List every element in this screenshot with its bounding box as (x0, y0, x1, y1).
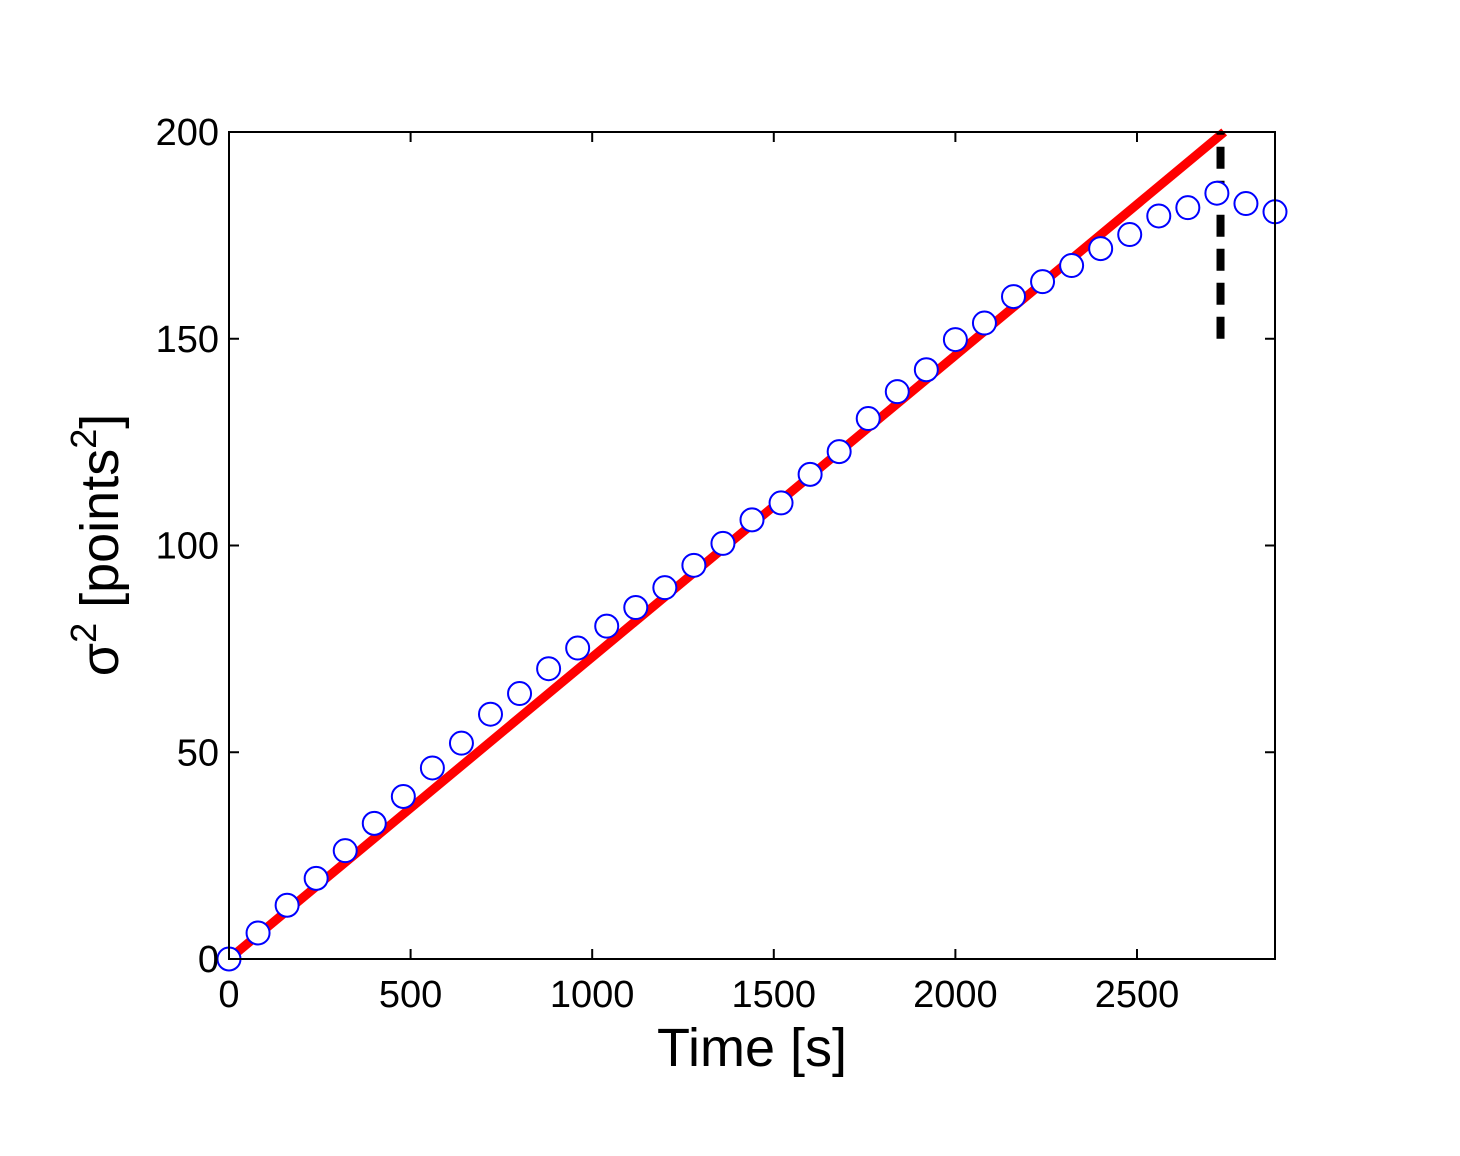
data-point (419, 755, 445, 781)
data-point (361, 810, 387, 836)
data-point (826, 439, 852, 465)
y-tick-label: 100 (156, 526, 219, 568)
y-tick-label: 200 (156, 112, 219, 154)
y-tick-label: 150 (156, 319, 219, 361)
data-point (1030, 269, 1056, 295)
x-tick-label: 1000 (550, 974, 635, 1016)
data-point (565, 635, 591, 661)
data-point (1204, 180, 1230, 206)
data-point (623, 595, 649, 621)
data-point (1059, 253, 1085, 279)
plot-area-background (229, 132, 1275, 959)
plot-area-frame (228, 131, 1276, 960)
data-point (681, 552, 707, 578)
data-point (303, 865, 329, 891)
data-point (797, 461, 823, 487)
y-axis-title-close: ] (70, 414, 130, 429)
data-point (739, 507, 765, 533)
x-tick-label: 0 (218, 974, 239, 1016)
data-point (768, 490, 794, 516)
tick-labels: 0 500 1000 1500 2000 2500 0 50 100 150 200 (156, 112, 1180, 1016)
data-point (1117, 222, 1143, 248)
x-tick-label: 2500 (1095, 974, 1180, 1016)
data-series (216, 128, 1288, 972)
data-point (1175, 195, 1201, 221)
data-point (652, 575, 678, 601)
data-point (332, 838, 358, 864)
data-point (507, 681, 533, 707)
data-point (1088, 236, 1114, 262)
y-axis-title-exponent: 2 (63, 623, 104, 643)
data-point (1001, 284, 1026, 310)
data-point (274, 892, 300, 918)
x-axis-title: Time [s] (657, 1018, 847, 1078)
data-point (594, 613, 620, 639)
data-point (390, 783, 416, 809)
data-point (884, 379, 910, 405)
x-tick-label: 1500 (732, 974, 817, 1016)
data-point (478, 701, 503, 727)
y-tick-label: 50 (177, 732, 219, 774)
y-axis-title-unit: [points (70, 449, 130, 623)
data-point (1233, 191, 1259, 217)
y-axis-title-sigma: σ (70, 643, 130, 676)
y-tick-label: 0 (198, 939, 219, 981)
data-point (245, 920, 271, 946)
data-point (971, 310, 997, 336)
data-point (855, 406, 881, 432)
x-tick-label: 2000 (913, 974, 998, 1016)
data-point (536, 656, 562, 682)
y-axis-title: σ2 [points2] (63, 414, 130, 677)
data-point (942, 327, 968, 353)
data-point (710, 530, 736, 556)
data-point (913, 357, 939, 383)
y-axis-title-unit-exponent: 2 (63, 429, 104, 449)
data-point (448, 730, 474, 756)
x-tick-label: 500 (379, 974, 442, 1016)
data-point (1146, 203, 1172, 229)
